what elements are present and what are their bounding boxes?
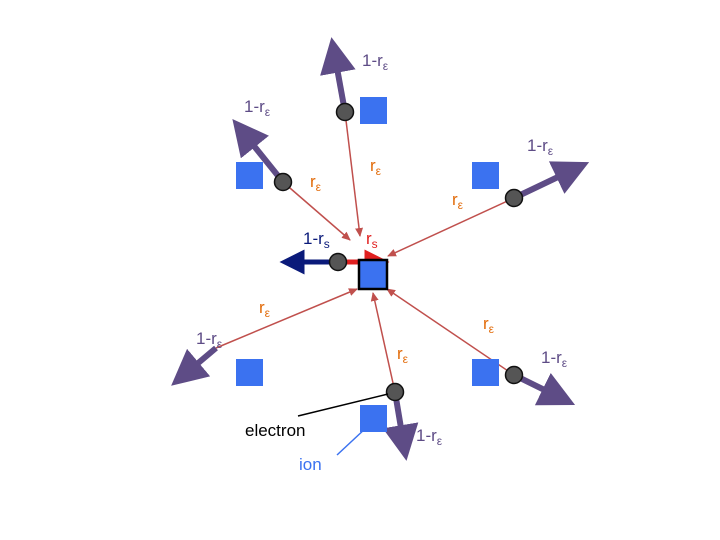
- return-label-lower-right: rε: [483, 314, 495, 336]
- ion-square: [472, 359, 499, 386]
- return-arrow-bottom: [370, 292, 396, 393]
- return-label-lower-left: rε: [259, 298, 271, 320]
- escape-label-sub: ε: [383, 59, 389, 73]
- escape-label-top: 1-rε: [362, 51, 389, 73]
- escape-label-base: 1-r: [527, 136, 548, 155]
- electron-dot: [504, 365, 524, 385]
- return-arrow-upper-right: [387, 197, 515, 257]
- ion-square: [236, 359, 263, 386]
- escape-label-upper-left: 1-rε: [244, 97, 271, 119]
- escape-label-base: 1-r: [416, 426, 437, 445]
- escape-label-sub: ε: [437, 434, 443, 448]
- self-escape-label: 1-rs: [303, 229, 330, 251]
- self-return-base: r: [366, 229, 372, 248]
- escape-arrow-upper-left: [232, 118, 286, 184]
- return-arrow-top: [344, 111, 364, 237]
- escape-label-bottom: 1-rε: [416, 426, 443, 448]
- ion-label: ion: [299, 455, 322, 474]
- escape-label-base: 1-r: [362, 51, 383, 70]
- return-label-sub: ε: [403, 352, 409, 366]
- self-escape-sub: s: [324, 237, 330, 251]
- ion-square: [472, 162, 499, 189]
- escape-label-upper-right: 1-rε: [527, 136, 554, 158]
- electron-dot: [273, 172, 293, 192]
- escape-label-base: 1-r: [196, 329, 217, 348]
- escape-label-lower-right: 1-rε: [541, 348, 568, 370]
- return-label-top: rε: [370, 156, 382, 178]
- return-arrow-lower-left: [215, 288, 358, 349]
- escape-label-base: 1-r: [244, 97, 265, 116]
- electron-callout-line: [297, 393, 389, 417]
- return-label-sub: ε: [376, 164, 382, 178]
- escape-label-sub: ε: [562, 356, 568, 370]
- electron-dot: [335, 102, 355, 122]
- escape-arrow-lower-right: [512, 372, 576, 406]
- escape-label-lower-left: 1-rε: [196, 329, 223, 351]
- self-return-sub: s: [372, 237, 378, 251]
- escape-label-sub: ε: [265, 105, 271, 119]
- ion-square: [360, 405, 387, 432]
- central-ion-square: [357, 258, 389, 291]
- escape-arrow-bottom: [382, 391, 419, 461]
- return-label-sub: ε: [316, 180, 322, 194]
- electron-dot: [328, 252, 348, 272]
- return-label-base: r: [259, 298, 265, 317]
- ion-square: [360, 97, 387, 124]
- return-label-base: r: [483, 314, 489, 333]
- escape-arrow-lower-left: [171, 345, 218, 386]
- return-label-upper-right: rε: [452, 190, 464, 212]
- electrons: [273, 102, 524, 402]
- return-label-sub: ε: [265, 306, 271, 320]
- return-label-upper-left: rε: [310, 172, 322, 194]
- escape-label-sub: ε: [548, 144, 554, 158]
- ion-callout-line: [336, 426, 368, 456]
- return-label-base: r: [310, 172, 316, 191]
- electron-label: electron: [245, 421, 305, 440]
- return-label-base: r: [370, 156, 376, 175]
- escape-arrow-upper-right: [512, 161, 590, 201]
- ion-square: [236, 162, 263, 189]
- return-label-base: r: [397, 344, 403, 363]
- self-escape-base: 1-r: [303, 229, 324, 248]
- return-label-sub: ε: [458, 198, 464, 212]
- self-return-label: rs: [366, 229, 378, 251]
- escape-label-sub: ε: [217, 337, 223, 351]
- return-label-bottom: rε: [397, 344, 409, 366]
- return-arrow-upper-left: [282, 181, 351, 241]
- electron-dot: [504, 188, 524, 208]
- escape-arrow-top: [320, 37, 356, 113]
- return-label-sub: ε: [489, 322, 495, 336]
- electron-dot: [385, 382, 405, 402]
- escape-label-base: 1-r: [541, 348, 562, 367]
- return-label-base: r: [452, 190, 458, 209]
